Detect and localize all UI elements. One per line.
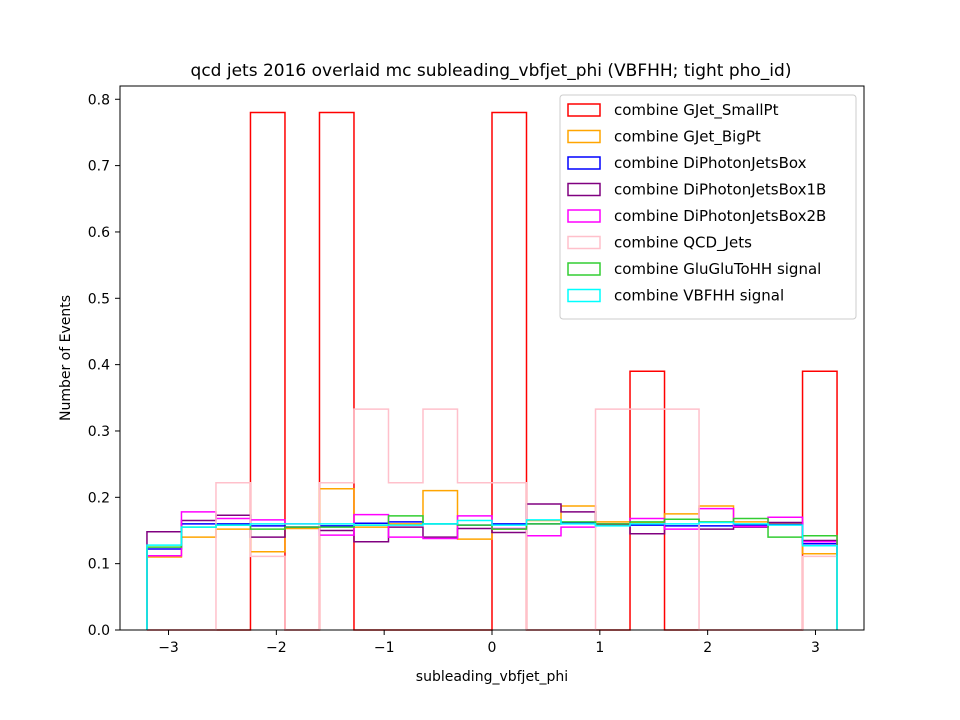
x-tick-label: −2	[266, 640, 287, 656]
y-tick-label: 0.8	[88, 92, 110, 108]
legend-entry: combine VBFHH signal	[614, 287, 784, 305]
x-tick-label: 0	[488, 640, 497, 656]
y-tick-label: 0.6	[88, 225, 110, 241]
legend-swatch	[567, 156, 601, 170]
series-6-histogram	[146, 515, 838, 630]
legend-swatch	[567, 129, 601, 144]
x-tick-label: −3	[158, 640, 179, 656]
y-tick-label: 0.5	[88, 291, 110, 307]
legend-entry: combine GJet_SmallPt	[614, 101, 779, 120]
legend-swatch	[567, 262, 601, 276]
legend-entry: combine QCD_Jets	[614, 234, 752, 253]
x-tick-label: −1	[374, 640, 395, 656]
legend-entry: combine DiPhotonJetsBox1B	[614, 181, 826, 199]
y-axis-label: Number of Events	[58, 295, 74, 421]
y-tick-label: 0.0	[88, 623, 110, 639]
legend-entry: combine GJet_BigPt	[614, 128, 761, 147]
y-tick-label: 0.1	[88, 557, 110, 573]
x-axis-label: subleading_vbfjet_phi	[416, 669, 568, 685]
y-tick-label: 0.3	[88, 424, 110, 440]
x-tick-label: 3	[811, 640, 820, 656]
y-tick-label: 0.2	[88, 490, 110, 506]
chart-title: qcd jets 2016 overlaid mc subleading_vbf…	[191, 61, 792, 81]
y-axis: 0.0 0.1 0.2 0.3 0.4 0.5 0.6 0.7 0.8	[88, 92, 120, 639]
legend-swatch	[567, 103, 601, 117]
legend-entry: combine DiPhotonJetsBox	[614, 154, 807, 172]
x-axis: −3 −2 −1 0 1 2 3	[158, 630, 820, 656]
legend-swatch	[567, 288, 601, 303]
legend-swatch	[567, 209, 601, 223]
legend-entry: combine GluGluToHH signal	[614, 260, 821, 278]
legend-entry: combine DiPhotonJetsBox2B	[614, 207, 826, 225]
legend-box	[559, 94, 857, 320]
x-tick-label: 1	[595, 640, 604, 656]
series-7-histogram	[146, 519, 838, 630]
legend-swatch	[567, 182, 601, 197]
y-tick-label: 0.4	[88, 358, 110, 374]
x-tick-label: 2	[703, 640, 712, 656]
y-tick-label: 0.7	[88, 159, 110, 175]
legend-swatch	[567, 235, 601, 250]
